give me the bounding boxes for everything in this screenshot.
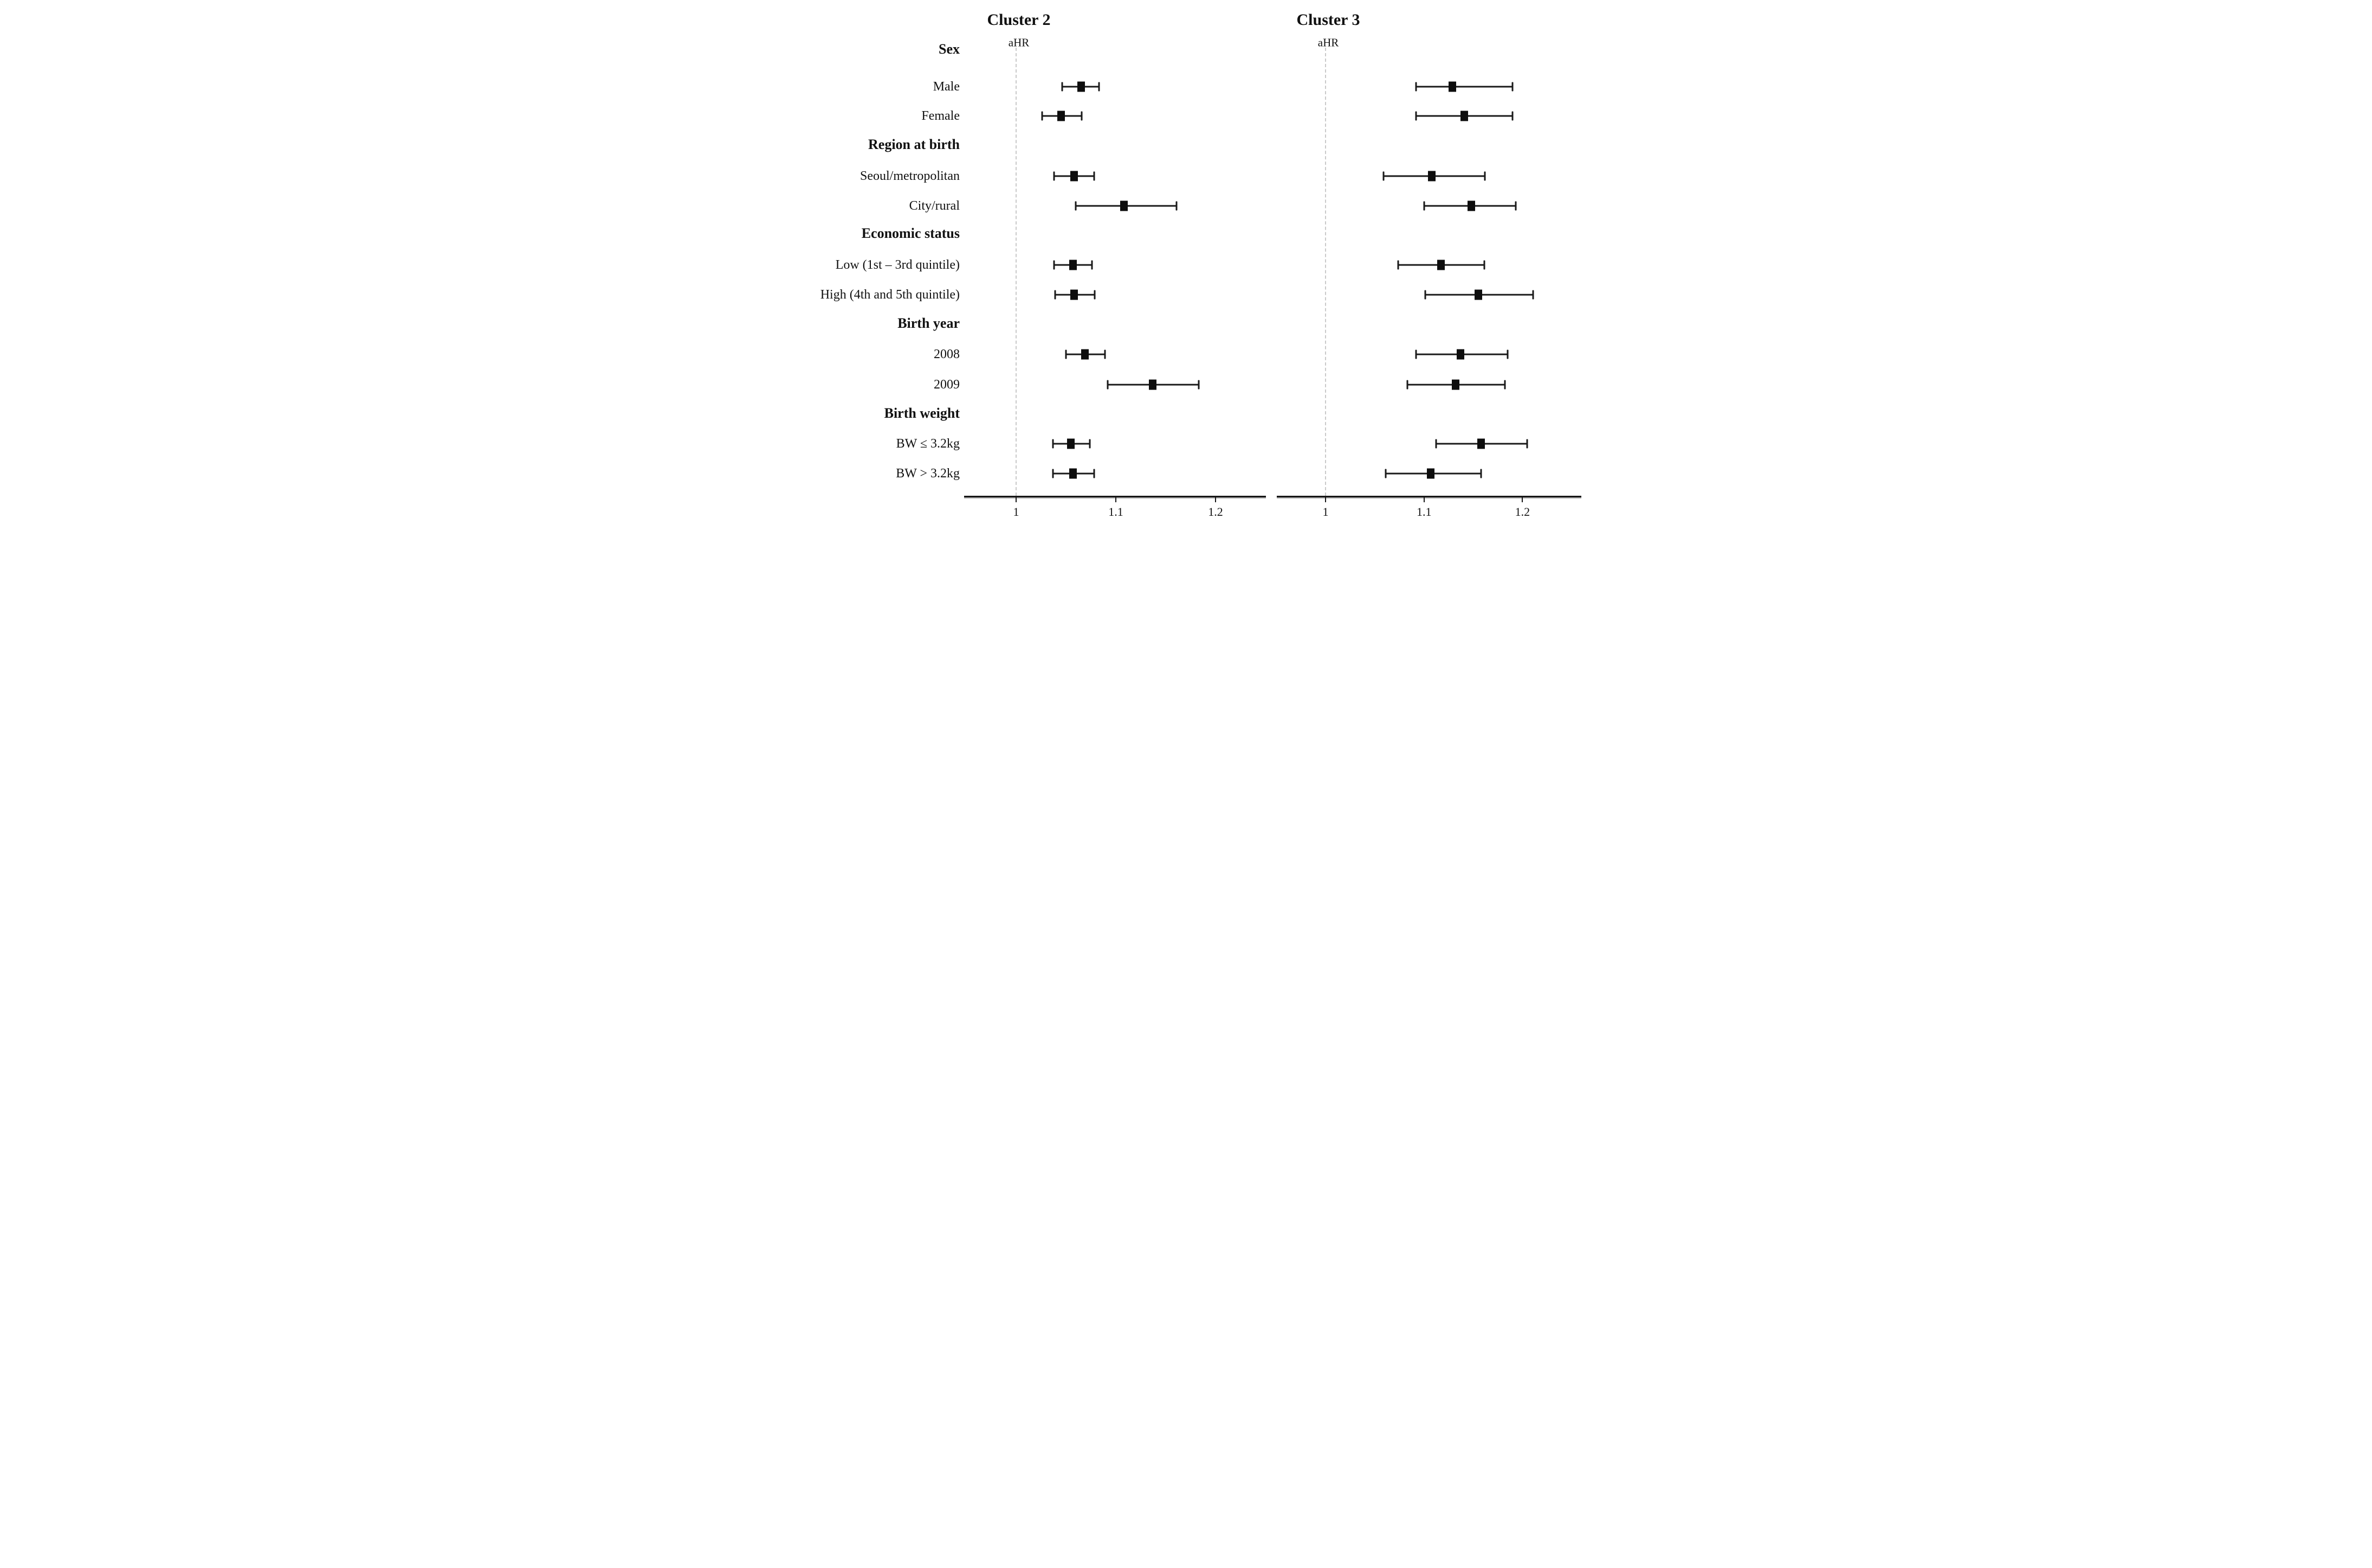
point-estimate-marker — [1428, 171, 1436, 182]
group-header: Birth weight — [884, 405, 960, 421]
point-estimate-marker — [1120, 200, 1128, 211]
ci-cap-right — [1532, 290, 1534, 300]
ci-cap-left — [1415, 111, 1417, 121]
ci-cap-left — [1041, 111, 1043, 121]
ci-cap-left — [1382, 171, 1385, 181]
ci-cap-right — [1507, 349, 1509, 359]
ci-cap-right — [1198, 380, 1200, 390]
row-label: 2009 — [934, 378, 960, 392]
ci-cap-right — [1098, 82, 1100, 92]
ci-cap-left — [1435, 439, 1437, 449]
ci-cap-left — [1052, 439, 1054, 449]
ci-cap-left — [1424, 290, 1426, 300]
x-axis-tick — [1115, 497, 1116, 502]
ci-cap-right — [1104, 349, 1106, 359]
axis-label-ahr: aHR — [1008, 36, 1030, 49]
ci-cap-right — [1515, 201, 1517, 211]
ci-cap-left — [1065, 349, 1067, 359]
row-label: Female — [921, 109, 960, 123]
ci-cap-left — [1385, 469, 1387, 478]
ci-cap-right — [1484, 171, 1486, 181]
ci-cap-left — [1061, 82, 1063, 92]
point-estimate-marker — [1451, 379, 1459, 390]
ci-cap-left — [1423, 201, 1425, 211]
x-axis-tick — [1016, 497, 1017, 502]
point-estimate-marker — [1067, 438, 1075, 449]
row-label: High (4th and 5th quintile) — [820, 288, 960, 302]
ci-cap-left — [1415, 349, 1417, 359]
axis-label-ahr: aHR — [1317, 36, 1339, 49]
ci-cap-left — [1053, 260, 1055, 270]
ci-cap-right — [1094, 290, 1096, 300]
point-estimate-marker — [1077, 81, 1085, 92]
ci-cap-left — [1397, 260, 1399, 270]
x-axis-tick — [1522, 497, 1523, 502]
point-estimate-marker — [1149, 379, 1157, 390]
x-axis — [1277, 496, 1581, 497]
ci-cap-right — [1511, 82, 1514, 92]
point-estimate-marker — [1070, 289, 1078, 300]
point-estimate-marker — [1474, 289, 1482, 300]
reference-line — [1325, 48, 1326, 496]
group-header: Economic status — [861, 225, 960, 241]
point-estimate-marker — [1057, 111, 1065, 121]
ci-cap-right — [1511, 111, 1514, 121]
point-estimate-marker — [1427, 468, 1435, 479]
row-label: Seoul/metropolitan — [860, 169, 960, 183]
x-axis-tick-label: 1.1 — [1416, 505, 1432, 519]
x-axis-tick-label: 1.2 — [1515, 505, 1530, 519]
point-estimate-marker — [1456, 349, 1464, 360]
x-axis-tick — [1423, 497, 1425, 502]
row-label: BW ≤ 3.2kg — [896, 437, 960, 451]
row-label: BW > 3.2kg — [896, 466, 960, 481]
reference-line — [1016, 48, 1017, 496]
x-axis-tick-label: 1.1 — [1108, 505, 1123, 519]
forest-plot-figure: Sex Male Female Region at birth Seoul/metrop… — [791, 0, 1581, 523]
ci-cap-right — [1089, 439, 1091, 449]
ci-cap-right — [1081, 111, 1083, 121]
point-estimate-marker — [1069, 468, 1077, 479]
ci-cap-right — [1093, 171, 1095, 181]
ci-cap-left — [1406, 380, 1408, 390]
point-estimate-marker — [1467, 200, 1475, 211]
panel-title: Cluster 3 — [1296, 11, 1360, 29]
row-label: Male — [933, 80, 960, 94]
ci-cap-right — [1504, 380, 1506, 390]
x-axis — [964, 496, 1266, 497]
row-label: Low (1st – 3rd quintile) — [835, 258, 960, 272]
ci-cap-left — [1075, 201, 1077, 211]
group-header: Sex — [939, 41, 960, 57]
point-estimate-marker — [1449, 81, 1457, 92]
ci-cap-left — [1107, 380, 1109, 390]
point-estimate-marker — [1477, 438, 1485, 449]
ci-bar — [1416, 86, 1513, 88]
row-label: 2008 — [934, 347, 960, 361]
ci-cap-right — [1483, 260, 1485, 270]
x-axis-tick — [1325, 497, 1326, 502]
ci-cap-right — [1093, 469, 1095, 478]
point-estimate-marker — [1437, 260, 1445, 270]
group-header: Birth year — [897, 315, 960, 331]
ci-cap-left — [1054, 290, 1056, 300]
ci-cap-left — [1052, 469, 1054, 478]
x-axis-tick-label: 1 — [1322, 505, 1329, 519]
ci-cap-right — [1480, 469, 1482, 478]
group-header: Region at birth — [868, 137, 960, 152]
ci-cap-right — [1175, 201, 1178, 211]
panel-title: Cluster 2 — [987, 11, 1051, 29]
x-axis-tick-label: 1 — [1013, 505, 1019, 519]
x-axis-tick — [1215, 497, 1216, 502]
point-estimate-marker — [1069, 260, 1077, 270]
x-axis-tick-label: 1.2 — [1208, 505, 1223, 519]
point-estimate-marker — [1070, 171, 1078, 182]
ci-cap-right — [1091, 260, 1093, 270]
row-label: City/rural — [909, 199, 960, 213]
point-estimate-marker — [1081, 349, 1089, 360]
ci-cap-right — [1526, 439, 1528, 449]
ci-cap-left — [1053, 171, 1055, 181]
ci-cap-left — [1415, 82, 1417, 92]
point-estimate-marker — [1460, 111, 1469, 121]
